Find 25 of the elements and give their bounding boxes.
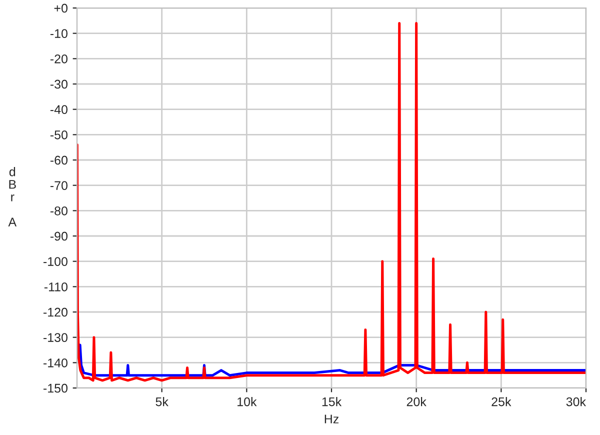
y-tick-label: -140 <box>44 358 68 368</box>
y-tick-label: -60 <box>50 156 68 165</box>
y-tick-label: -70 <box>50 181 68 190</box>
y-tick-label: -80 <box>50 206 68 216</box>
y-tick-label: -10 <box>50 29 68 38</box>
x-tick-label: 10k <box>238 397 257 406</box>
x-tick-label: 30k <box>566 397 586 406</box>
y-tick-label: -20 <box>50 54 68 64</box>
text: dBr A <box>8 167 17 226</box>
y-tick-label: -50 <box>50 130 68 140</box>
y-tick-label: -130 <box>44 333 68 342</box>
y-tick-label: -110 <box>44 282 68 292</box>
y-tick-label: -120 <box>44 308 68 317</box>
x-axis-title: Hz <box>324 414 339 424</box>
x-tick-label: 25k <box>492 397 512 406</box>
y-tick-label: -100 <box>44 257 68 266</box>
y-tick-label: +0 <box>54 4 68 13</box>
x-tick-label: 15k <box>322 397 342 406</box>
x-tick-label: 20k <box>406 397 426 406</box>
y-tick-label: -150 <box>44 384 68 393</box>
y-tick-label: -90 <box>50 232 68 241</box>
x-tick-label: 5k <box>156 397 168 406</box>
line-series <box>77 22 586 382</box>
y-tick-label: -40 <box>50 105 68 114</box>
y-tick-label: -30 <box>50 80 68 89</box>
